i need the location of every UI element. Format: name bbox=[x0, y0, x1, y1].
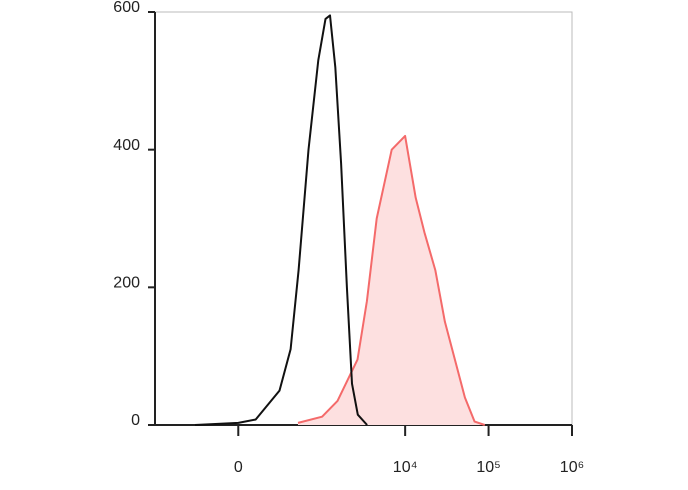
y-tick-label: 400 bbox=[113, 137, 140, 154]
histogram-fill bbox=[297, 135, 485, 425]
y-tick-label: 0 bbox=[131, 412, 140, 429]
histogram-line bbox=[297, 134, 486, 426]
x-tick-label: 0 bbox=[234, 459, 243, 476]
x-tick-label: 10⁴ bbox=[393, 459, 418, 476]
y-tick-label: 200 bbox=[113, 275, 140, 292]
histogram-line bbox=[194, 14, 368, 426]
x-tick-label: 10⁶ bbox=[560, 459, 584, 476]
y-tick-label: 600 bbox=[113, 0, 140, 16]
x-tick-label: 10⁵ bbox=[476, 459, 500, 476]
